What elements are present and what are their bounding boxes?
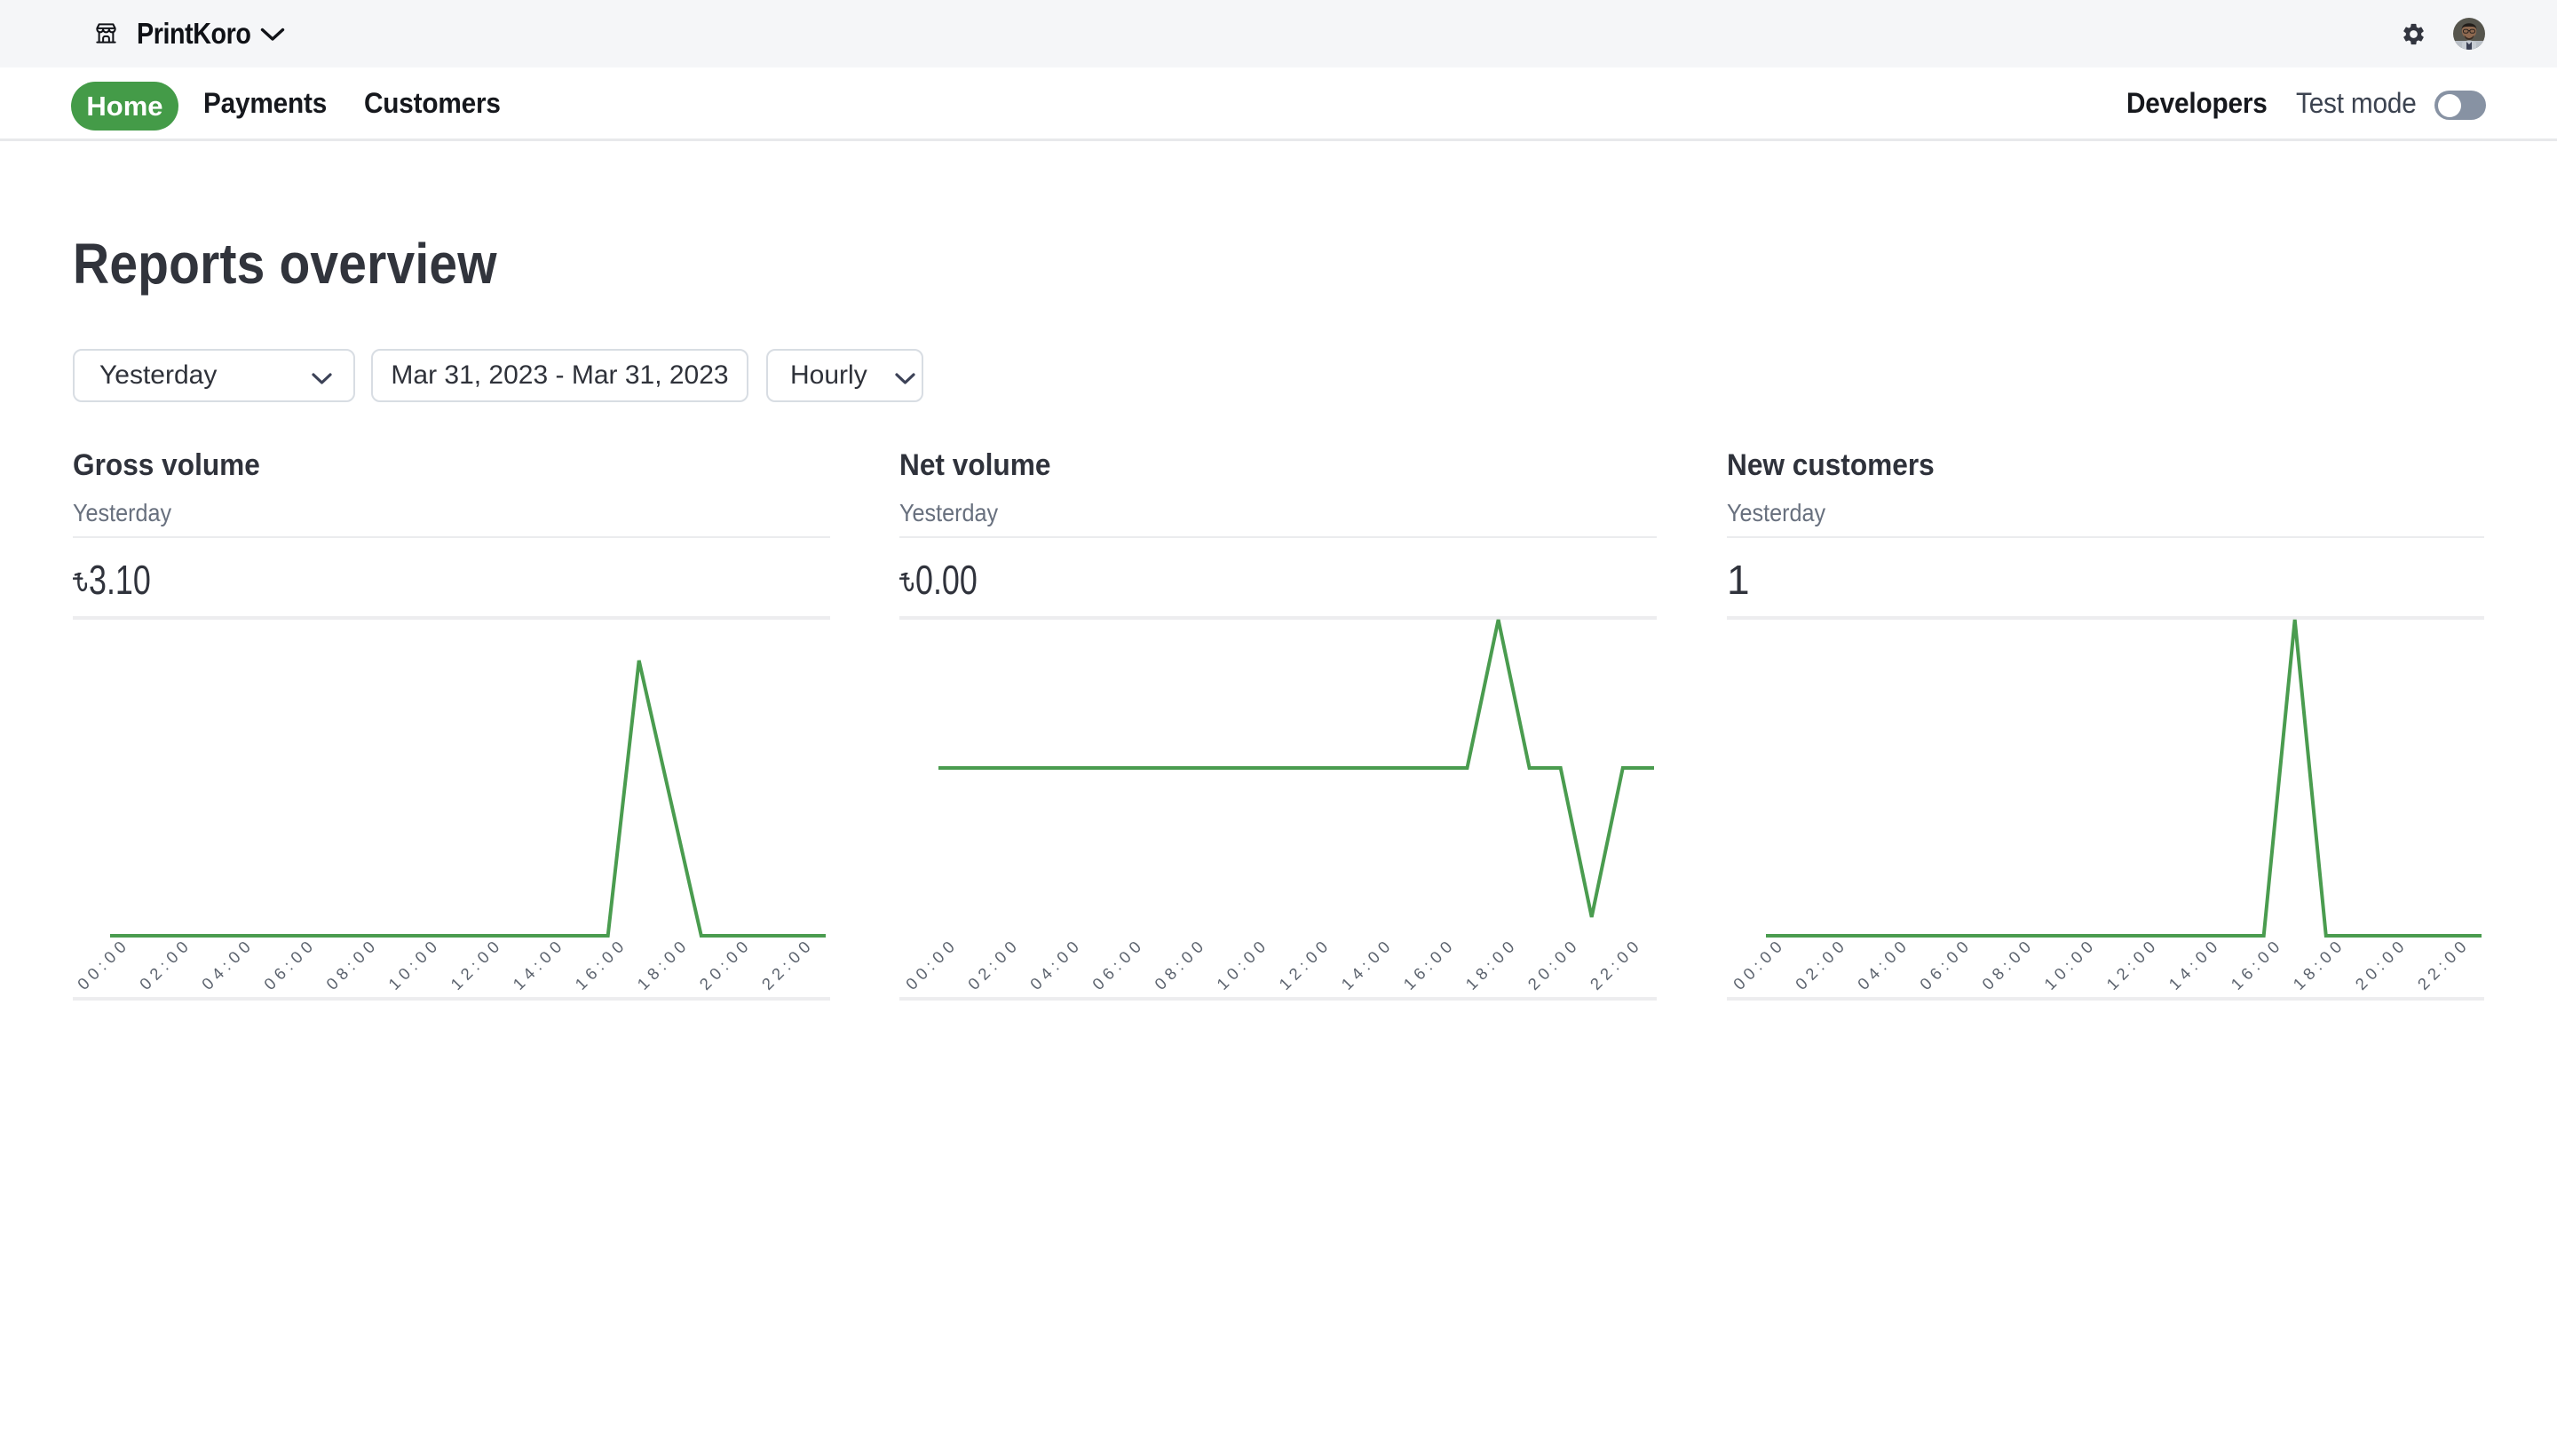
svg-text:14:00: 14:00 — [2165, 934, 2224, 993]
svg-text:00:00: 00:00 — [1730, 934, 1789, 993]
svg-text:08:00: 08:00 — [1151, 934, 1210, 993]
svg-text:18:00: 18:00 — [1461, 934, 1521, 993]
svg-text:06:00: 06:00 — [1916, 934, 1975, 993]
svg-text:18:00: 18:00 — [2289, 934, 2348, 993]
svg-text:14:00: 14:00 — [1337, 934, 1397, 993]
svg-text:00:00: 00:00 — [74, 934, 133, 993]
svg-text:20:00: 20:00 — [695, 934, 755, 993]
svg-text:10:00: 10:00 — [384, 934, 444, 993]
svg-text:16:00: 16:00 — [571, 934, 630, 993]
svg-text:22:00: 22:00 — [2414, 934, 2474, 993]
svg-text:04:00: 04:00 — [198, 934, 257, 993]
svg-text:20:00: 20:00 — [2351, 934, 2411, 993]
svg-text:04:00: 04:00 — [1854, 934, 1913, 993]
svg-text:00:00: 00:00 — [902, 934, 962, 993]
svg-text:12:00: 12:00 — [447, 934, 506, 993]
svg-text:02:00: 02:00 — [964, 934, 1024, 993]
svg-text:10:00: 10:00 — [1213, 934, 1272, 993]
svg-text:14:00: 14:00 — [509, 934, 568, 993]
svg-text:12:00: 12:00 — [1275, 934, 1334, 993]
svg-text:02:00: 02:00 — [1792, 934, 1851, 993]
svg-text:10:00: 10:00 — [2040, 934, 2100, 993]
svg-text:16:00: 16:00 — [1399, 934, 1459, 993]
svg-text:16:00: 16:00 — [2227, 934, 2286, 993]
svg-text:20:00: 20:00 — [1524, 934, 1583, 993]
svg-text:22:00: 22:00 — [1587, 934, 1646, 993]
svg-text:02:00: 02:00 — [136, 934, 195, 993]
svg-text:12:00: 12:00 — [2102, 934, 2162, 993]
svg-text:06:00: 06:00 — [1089, 934, 1148, 993]
svg-text:08:00: 08:00 — [1978, 934, 2038, 993]
svg-text:08:00: 08:00 — [322, 934, 382, 993]
svg-text:06:00: 06:00 — [260, 934, 320, 993]
svg-text:04:00: 04:00 — [1026, 934, 1086, 993]
svg-text:22:00: 22:00 — [758, 934, 818, 993]
svg-text:18:00: 18:00 — [633, 934, 693, 993]
